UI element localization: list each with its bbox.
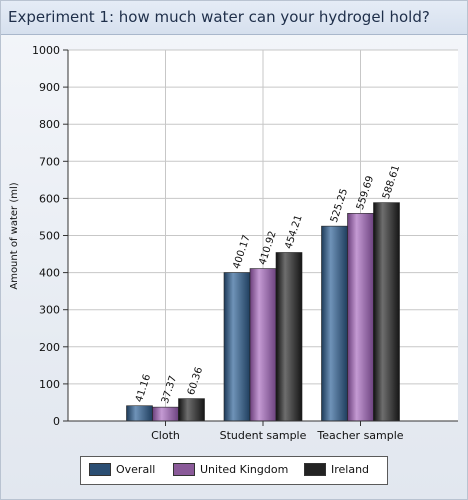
y-tick-label-800: 800 bbox=[39, 118, 60, 131]
bar-2-2 bbox=[373, 202, 400, 422]
legend-swatch-overall bbox=[89, 463, 111, 476]
legend-label-united-kingdom: United Kingdom bbox=[200, 463, 289, 476]
legend-item-united-kingdom: United Kingdom bbox=[173, 463, 288, 476]
y-tick-label-500: 500 bbox=[39, 230, 60, 243]
y-tick-label-600: 600 bbox=[39, 192, 60, 205]
y-tick-label-900: 900 bbox=[39, 81, 60, 94]
y-tick-label-300: 300 bbox=[39, 304, 60, 317]
bar-0-1 bbox=[152, 406, 179, 422]
x-tick-labels: Cloth Student sample Teacher sample bbox=[151, 429, 404, 442]
legend: Overall United Kingdom Ireland bbox=[80, 456, 388, 485]
bar-2-0 bbox=[321, 225, 348, 422]
legend-label-ireland: Ireland bbox=[331, 463, 370, 476]
y-tick-label-700: 700 bbox=[39, 155, 60, 168]
y-tick-label-100: 100 bbox=[39, 378, 60, 391]
bar-2-1 bbox=[347, 213, 374, 422]
bar-1-0 bbox=[223, 272, 251, 422]
axes bbox=[63, 49, 458, 426]
bar-0-2 bbox=[178, 398, 205, 422]
legend-swatch-united-kingdom bbox=[173, 463, 195, 476]
x-tick-label-0: Cloth bbox=[151, 429, 180, 442]
y-tick-label-400: 400 bbox=[39, 267, 60, 280]
legend-swatch-ireland bbox=[304, 463, 326, 476]
x-tick-label-1: Student sample bbox=[220, 429, 307, 442]
y-tick-label-1000: 1000 bbox=[32, 44, 60, 57]
legend-item-overall: Overall bbox=[89, 463, 155, 476]
title-bar: Experiment 1: how much water can your hy… bbox=[1, 1, 467, 35]
y-tick-label-0: 0 bbox=[53, 415, 60, 428]
bar-1-2 bbox=[275, 252, 303, 422]
y-axis-label: Amount of water (ml) bbox=[9, 182, 20, 289]
bars bbox=[126, 202, 400, 422]
legend-label-overall: Overall bbox=[116, 463, 156, 476]
bar-1-1 bbox=[249, 268, 277, 422]
chart-title: Experiment 1: how much water can your hy… bbox=[8, 8, 430, 26]
legend-item-ireland: Ireland bbox=[304, 463, 369, 476]
y-tick-label-200: 200 bbox=[39, 341, 60, 354]
y-tick-labels: 0 100 200 300 400 500 600 700 800 900 1000 bbox=[32, 44, 60, 428]
bar-0-0 bbox=[126, 405, 153, 422]
x-tick-label-2: Teacher sample bbox=[316, 429, 403, 442]
